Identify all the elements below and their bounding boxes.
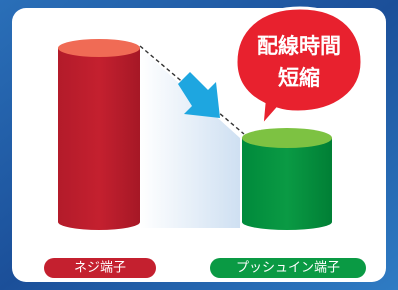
push-in-cylinder xyxy=(242,138,332,230)
screw-label: ネジ端子 xyxy=(74,261,126,276)
screw-cylinder-top xyxy=(58,39,140,57)
push-in-cylinder-top xyxy=(242,128,332,148)
screw-cylinder xyxy=(58,48,140,230)
push-in-label: プッシュイン端子 xyxy=(236,261,340,276)
callout-text: 配線時間 xyxy=(257,34,341,58)
infographic: 配線時間 短縮 ネジ端子 プッシュイン端子 xyxy=(0,0,398,290)
callout-text: 短縮 xyxy=(278,66,320,90)
